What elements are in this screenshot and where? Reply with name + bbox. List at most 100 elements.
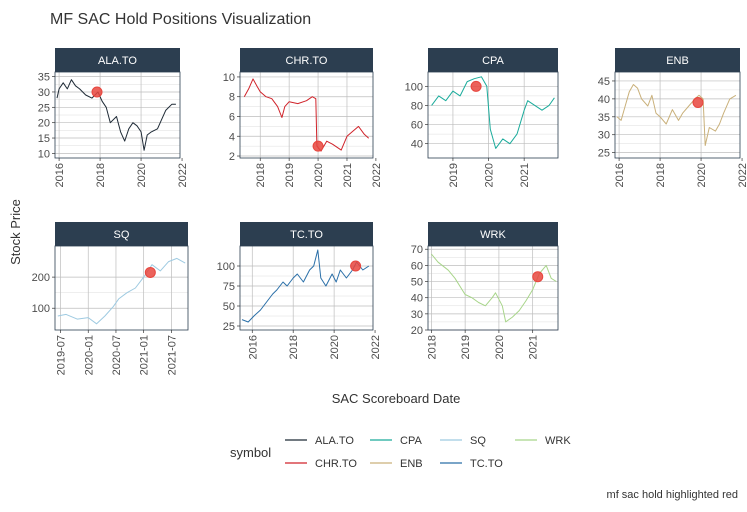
x-tick-label: 2018 [288, 335, 300, 359]
panel-border [427, 245, 559, 331]
highlight-point-sq [144, 266, 156, 278]
facet-strip-ala-to [55, 48, 180, 72]
series-line-chr-to [243, 78, 370, 152]
chart-title: MF SAC Hold Positions Visualization [50, 11, 311, 28]
y-tick-label: 10 [223, 72, 235, 84]
y-tick-label: 30 [598, 130, 610, 142]
highlight-point-enb [692, 96, 704, 108]
y-tick-label: 20 [411, 325, 423, 337]
x-tick-label: 2019-07 [56, 335, 68, 375]
y-tick-label: 10 [38, 148, 50, 160]
y-tick-label: 200 [32, 272, 50, 284]
y-tick-label: 15 [38, 133, 50, 145]
panel-background [240, 72, 373, 158]
panel-border [54, 245, 189, 331]
x-tick-label: 2021 [342, 163, 354, 187]
y-tick-label: 70 [411, 244, 423, 256]
y-axis-label: Stock Price [8, 199, 23, 265]
x-tick-label: 2018 [426, 335, 438, 359]
y-tick-label: 100 [32, 303, 50, 315]
legend-title: symbol [230, 445, 271, 460]
x-tick-label: 2018 [255, 163, 267, 187]
y-tick-label: 35 [38, 72, 50, 84]
x-tick-label: 2020 [484, 163, 496, 187]
facet-wrk: WRK 20 30 40 50 60 70 2018 2019 2020 2021 [411, 222, 559, 359]
facet-strip-label: TC.TO [290, 229, 323, 241]
series-line-ala-to [56, 79, 176, 151]
y-tick-label: 75 [223, 281, 235, 293]
facet-sq: SQ 100 200 2019-07 2020-01 2020-07 2021-01 2021… [32, 222, 189, 375]
facet-enb: ENB 25 30 35 40 45 2016 2018 2020 2022 [598, 48, 747, 187]
y-tick-label: 40 [598, 94, 610, 106]
panel-border [239, 71, 374, 159]
highlight-point-ala-to [91, 86, 103, 98]
y-tick-label: 100 [405, 81, 423, 93]
series-line-tc-to [241, 249, 370, 323]
y-tick-label: 4 [229, 131, 235, 143]
y-tick-label: 25 [38, 102, 50, 114]
x-tick-label: 2020 [494, 335, 506, 359]
x-tick-label: 2018 [95, 163, 107, 187]
legend-item-enb: ENB [370, 458, 423, 470]
x-tick-label: 2020-07 [111, 335, 123, 375]
legend-item-wrk: WRK [515, 435, 571, 447]
facet-strip-chr-to [240, 48, 373, 72]
legend-label: SQ [470, 435, 486, 447]
facet-tc-to: TC.TO 25 50 75 100 2016 2018 2020 2022 [217, 222, 382, 359]
y-tick-label: 60 [411, 120, 423, 132]
x-tick-label: 2022 [370, 335, 382, 359]
chart-caption: mf sac hold highlighted red [607, 489, 738, 501]
legend-label: ENB [400, 458, 423, 470]
legend-item-chr-to: CHR.TO [285, 458, 357, 470]
panel-border [54, 71, 181, 159]
y-tick-label: 40 [411, 139, 423, 151]
facet-strip-label: CPA [482, 55, 504, 67]
facet-strip-wrk [428, 222, 558, 246]
panel-border [427, 71, 559, 159]
legend-label: ALA.TO [315, 435, 354, 447]
facet-cpa: CPA 40 60 80 100 2019 2020 2021 [405, 48, 559, 187]
legend-label: WRK [545, 435, 571, 447]
x-tick-label: 2020-01 [83, 335, 95, 375]
facet-strip-label: SQ [114, 229, 130, 241]
y-tick-label: 100 [217, 261, 235, 273]
series-line-sq [57, 257, 186, 325]
x-tick-label: 2021 [519, 163, 531, 187]
legend-label: CPA [400, 435, 422, 447]
highlight-point-tc-to [350, 260, 362, 272]
facet-strip-label: CHR.TO [286, 55, 328, 67]
panel-border [614, 71, 741, 159]
x-tick-label: 2021-01 [139, 335, 151, 375]
x-tick-label: 2021 [528, 335, 540, 359]
facet-strip-label: ENB [666, 55, 689, 67]
y-tick-label: 40 [411, 293, 423, 305]
series-line-enb [616, 84, 737, 146]
panel-background [240, 246, 373, 330]
y-tick-label: 8 [229, 92, 235, 104]
panel-border [239, 245, 374, 331]
legend-item-ala-to: ALA.TO [285, 435, 354, 447]
x-tick-label: 2020 [696, 163, 708, 187]
x-tick-label: 2019 [460, 335, 472, 359]
y-tick-label: 50 [411, 277, 423, 289]
facet-ala-to: ALA.TO 10 15 20 25 30 35 2016 2018 2020 2022 [38, 48, 189, 187]
x-tick-label: 2019 [448, 163, 460, 187]
y-tick-label: 25 [223, 321, 235, 333]
y-tick-label: 30 [411, 309, 423, 321]
x-tick-label: 2020 [313, 163, 325, 187]
legend: ALA.TO CHR.TO CPA ENB SQ TC.TO WRK [285, 435, 571, 470]
facet-strip-cpa [428, 48, 558, 72]
x-tick-label: 2020 [329, 335, 341, 359]
legend-label: TC.TO [470, 458, 503, 470]
panel-background [55, 246, 188, 330]
x-tick-label: 2022 [737, 163, 747, 187]
x-axis-label: SAC Scoreboard Date [332, 391, 461, 406]
legend-item-tc-to: TC.TO [440, 458, 503, 470]
y-tick-label: 80 [411, 100, 423, 112]
x-tick-label: 2018 [655, 163, 667, 187]
facet-strip-tc-to [240, 222, 373, 246]
x-tick-label: 2019 [284, 163, 296, 187]
